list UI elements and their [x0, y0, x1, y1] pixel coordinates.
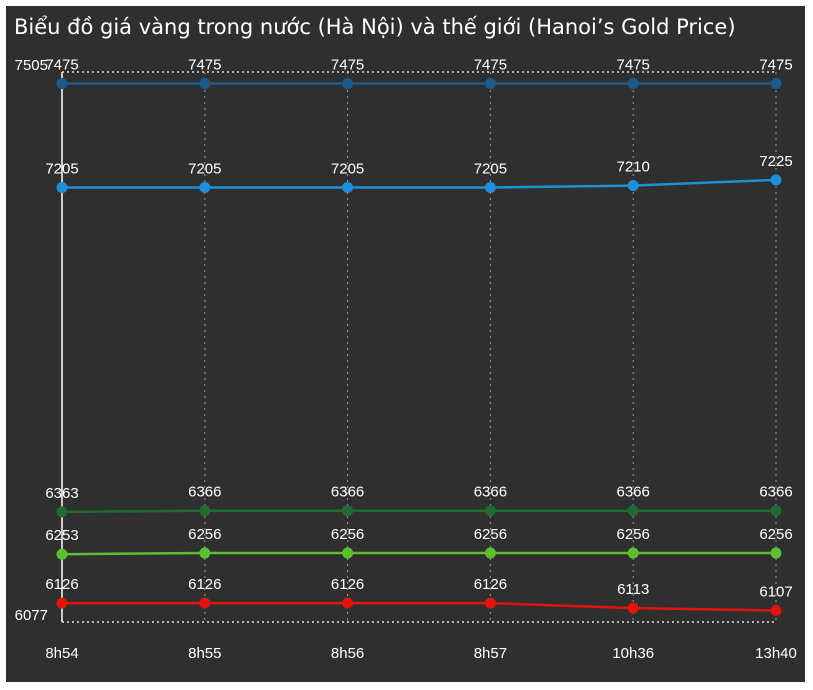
data-point	[484, 547, 496, 559]
value-label: 6256	[188, 526, 221, 543]
data-point	[342, 505, 354, 517]
value-label: 6256	[331, 526, 364, 543]
data-point	[484, 182, 496, 194]
data-point	[627, 180, 639, 192]
data-point	[627, 78, 639, 90]
value-label: 7205	[474, 161, 507, 178]
value-label: 7205	[331, 161, 364, 178]
value-label: 6256	[474, 526, 507, 543]
series-line	[61, 509, 776, 514]
data-point	[56, 506, 68, 518]
y-tick-label: 7505	[15, 57, 48, 74]
chart-background	[4, 4, 807, 684]
value-label: 7475	[474, 57, 507, 74]
value-label: 7210	[617, 159, 650, 176]
value-label: 7475	[617, 57, 650, 74]
value-label: 6366	[617, 484, 650, 501]
value-label: 6363	[45, 485, 78, 502]
x-tick-label: 10h36	[612, 645, 654, 662]
data-point	[342, 547, 354, 559]
series-line	[62, 178, 777, 189]
value-label: 7205	[188, 161, 221, 178]
data-point	[342, 597, 354, 609]
data-point	[199, 78, 211, 90]
data-point	[484, 505, 496, 517]
value-label: 6126	[331, 576, 364, 593]
data-point	[199, 597, 211, 609]
data-point	[627, 505, 639, 517]
value-label: 6253	[45, 527, 78, 544]
x-tick-label: 8h54	[45, 645, 78, 662]
value-label: 6126	[45, 576, 78, 593]
chart-title: Biểu đồ giá vàng trong nước (Hà Nội) và …	[14, 15, 736, 39]
data-point	[56, 548, 68, 560]
value-label: 7475	[45, 57, 78, 74]
value-label: 6113	[617, 581, 649, 598]
data-point	[56, 182, 68, 194]
data-point	[484, 78, 496, 90]
value-label: 6126	[188, 576, 221, 593]
value-label: 6126	[474, 576, 507, 593]
value-label: 6366	[474, 484, 507, 501]
value-label: 7205	[45, 161, 78, 178]
data-point	[199, 505, 211, 517]
data-point	[199, 182, 211, 194]
series-line	[61, 551, 776, 556]
y-tick-label: 6077	[15, 607, 48, 624]
value-label: 6107	[759, 583, 792, 600]
value-label: 6366	[331, 484, 364, 501]
data-point	[770, 604, 782, 616]
value-label: 7225	[759, 153, 792, 170]
series-line	[62, 601, 777, 612]
x-tick-label: 8h56	[331, 645, 364, 662]
data-point	[770, 505, 782, 517]
data-point	[342, 182, 354, 194]
data-point	[342, 78, 354, 90]
data-point	[199, 547, 211, 559]
data-point	[56, 78, 68, 90]
value-label: 6366	[188, 484, 221, 501]
x-tick-label: 8h57	[474, 645, 507, 662]
value-label: 6366	[759, 484, 792, 501]
value-label: 6256	[759, 526, 792, 543]
x-tick-label: 13h40	[755, 645, 797, 662]
value-label: 7475	[188, 57, 221, 74]
data-point	[770, 547, 782, 559]
data-point	[770, 78, 782, 90]
data-point	[770, 174, 782, 186]
value-label: 7475	[331, 57, 364, 74]
data-point	[484, 597, 496, 609]
data-point	[56, 597, 68, 609]
value-label: 6256	[617, 526, 650, 543]
data-point	[627, 602, 639, 614]
x-tick-label: 8h55	[188, 645, 221, 662]
value-label: 7475	[759, 57, 792, 74]
data-point	[627, 547, 639, 559]
